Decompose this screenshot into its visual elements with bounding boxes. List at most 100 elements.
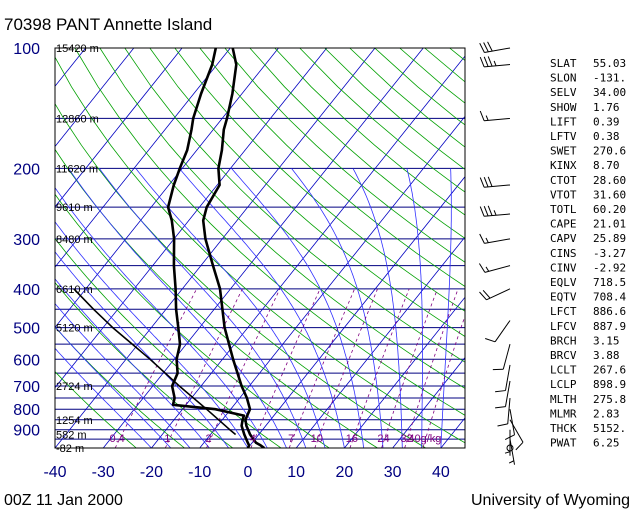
- dry-adiabat-410: [274, 48, 465, 216]
- isotherm--40: [55, 48, 376, 448]
- dry-adiabat-420: [299, 48, 465, 193]
- index-value: 5152.: [593, 422, 626, 435]
- wind-barb: [485, 320, 511, 343]
- pressure-tick-label: 100: [13, 41, 40, 58]
- mixing-ratio-label: 10: [311, 433, 323, 445]
- index-name: SWET: [550, 145, 577, 158]
- pressure-tick-label: 500: [13, 321, 40, 338]
- isotherm--30: [102, 48, 424, 448]
- moist-adiabat-4: [55, 187, 268, 448]
- dry-adiabat-360: [149, 48, 465, 337]
- mixing-ratio-line-4: [288, 288, 355, 448]
- wind-barbs: [478, 41, 524, 465]
- mixing-ratio-label: 2: [205, 433, 211, 445]
- temperature-tick-label: 40: [432, 464, 450, 481]
- sounding-profiles: [73, 48, 266, 448]
- dry-adiabat-400: [249, 48, 465, 239]
- mixing-ratio-line-0: [114, 288, 198, 448]
- mixing-ratio-label: 0.4: [110, 433, 125, 445]
- moist-adiabat-28: [291, 168, 384, 448]
- dry-adiabat-340: [99, 48, 465, 389]
- dry-adiabat-290: [55, 193, 330, 448]
- index-value: 718.5: [593, 276, 626, 289]
- index-value: 3.88: [593, 349, 620, 362]
- temperature-tick-label: 30: [384, 464, 402, 481]
- wind-barb: [506, 444, 514, 452]
- mixing-ratio-line-9: [422, 314, 465, 448]
- isotherm--70: [55, 48, 231, 268]
- isotherm--90: [55, 48, 135, 148]
- index-name: LFTV: [550, 130, 577, 143]
- index-name: SLAT: [550, 57, 577, 70]
- pressure-tick-label: 200: [13, 161, 40, 178]
- pressure-tick-label: 900: [13, 423, 40, 440]
- temperature-tick-label: 20: [336, 464, 354, 481]
- index-value: 21.01: [593, 218, 626, 231]
- moist-adiabat-40: [440, 168, 452, 448]
- mixing-ratio-line-8: [404, 288, 459, 448]
- isotherm-10: [295, 236, 465, 448]
- wind-barb: [495, 364, 511, 393]
- index-name: CINV: [550, 261, 577, 274]
- pressure-tick-label: 800: [13, 402, 40, 419]
- temperature-tick-label: -40: [43, 464, 66, 481]
- pressure-tick-label: 700: [13, 379, 40, 396]
- index-name: LCLT: [550, 364, 577, 377]
- index-name: BRCV: [550, 349, 577, 362]
- moist-adiabat--12: [55, 303, 191, 448]
- height-label: 1254 m: [56, 415, 93, 427]
- mixing-ratio-label: 32: [401, 433, 413, 445]
- index-value: -3.27: [593, 247, 626, 260]
- temperature-profile: [201, 48, 266, 448]
- index-name: KINX: [550, 159, 577, 172]
- index-name: LFCV: [550, 320, 577, 333]
- wind-barb: [504, 429, 511, 456]
- dry-adiabat-350: [124, 48, 465, 363]
- index-name: VTOT: [550, 188, 577, 201]
- temperature-tick-label: -20: [140, 464, 163, 481]
- index-name: CAPV: [550, 232, 577, 245]
- index-name: BRCH: [550, 334, 577, 347]
- moist-adiabat-16: [135, 168, 326, 448]
- index-value: 31.60: [593, 188, 626, 201]
- wind-barb: [495, 380, 511, 409]
- index-value: 1.76: [593, 101, 620, 114]
- wind-barb: [479, 233, 511, 244]
- height-label: 8480 m: [56, 234, 93, 246]
- temperature-tick-label: 10: [287, 464, 305, 481]
- footer-date: 00Z 11 Jan 2000: [4, 492, 123, 509]
- moist-adiabat--16: [55, 326, 172, 448]
- moist-adiabat--8: [55, 278, 210, 448]
- index-name: LCLP: [550, 378, 577, 391]
- mixing-ratio-label: 24: [377, 433, 389, 445]
- footer-source: University of Wyoming: [471, 492, 630, 509]
- stability-indices: SLAT 55.03 SLON -131. SELV 34.00 SHOW 1.76 LIFT 0…: [550, 57, 626, 450]
- temperature-tick-label: -30: [92, 464, 115, 481]
- index-name: SLON: [550, 72, 577, 85]
- index-name: LFCT: [550, 305, 577, 318]
- height-label: 12860 m: [56, 113, 99, 125]
- height-label: 2724 m: [56, 381, 93, 393]
- mixing-ratio-line-2: [206, 288, 281, 448]
- index-value: 55.03: [593, 57, 626, 70]
- wind-barb: [479, 41, 511, 54]
- index-value: 3.15: [593, 334, 620, 347]
- moist-adiabat-32: [352, 168, 403, 448]
- dry-adiabat-270: [55, 282, 233, 448]
- index-name: MLTH: [550, 393, 577, 406]
- index-value: 275.8: [593, 393, 626, 406]
- dry-adiabat-390: [224, 48, 465, 263]
- index-value: 28.60: [593, 174, 626, 187]
- moist-adiabat-20: [179, 168, 345, 448]
- dewpoint-profile: [166, 48, 251, 448]
- wind-barb: [479, 205, 511, 217]
- pressure-tick-label: 600: [13, 352, 40, 369]
- index-value: 708.4: [593, 291, 626, 304]
- mixing-ratio-label: 7: [288, 433, 294, 445]
- temperature-tick-label: 0: [243, 464, 252, 481]
- pressure-tick-label: 400: [13, 282, 40, 299]
- index-value: 60.20: [593, 203, 626, 216]
- isotherm-30: [392, 356, 465, 448]
- index-name: MLMR: [550, 407, 577, 420]
